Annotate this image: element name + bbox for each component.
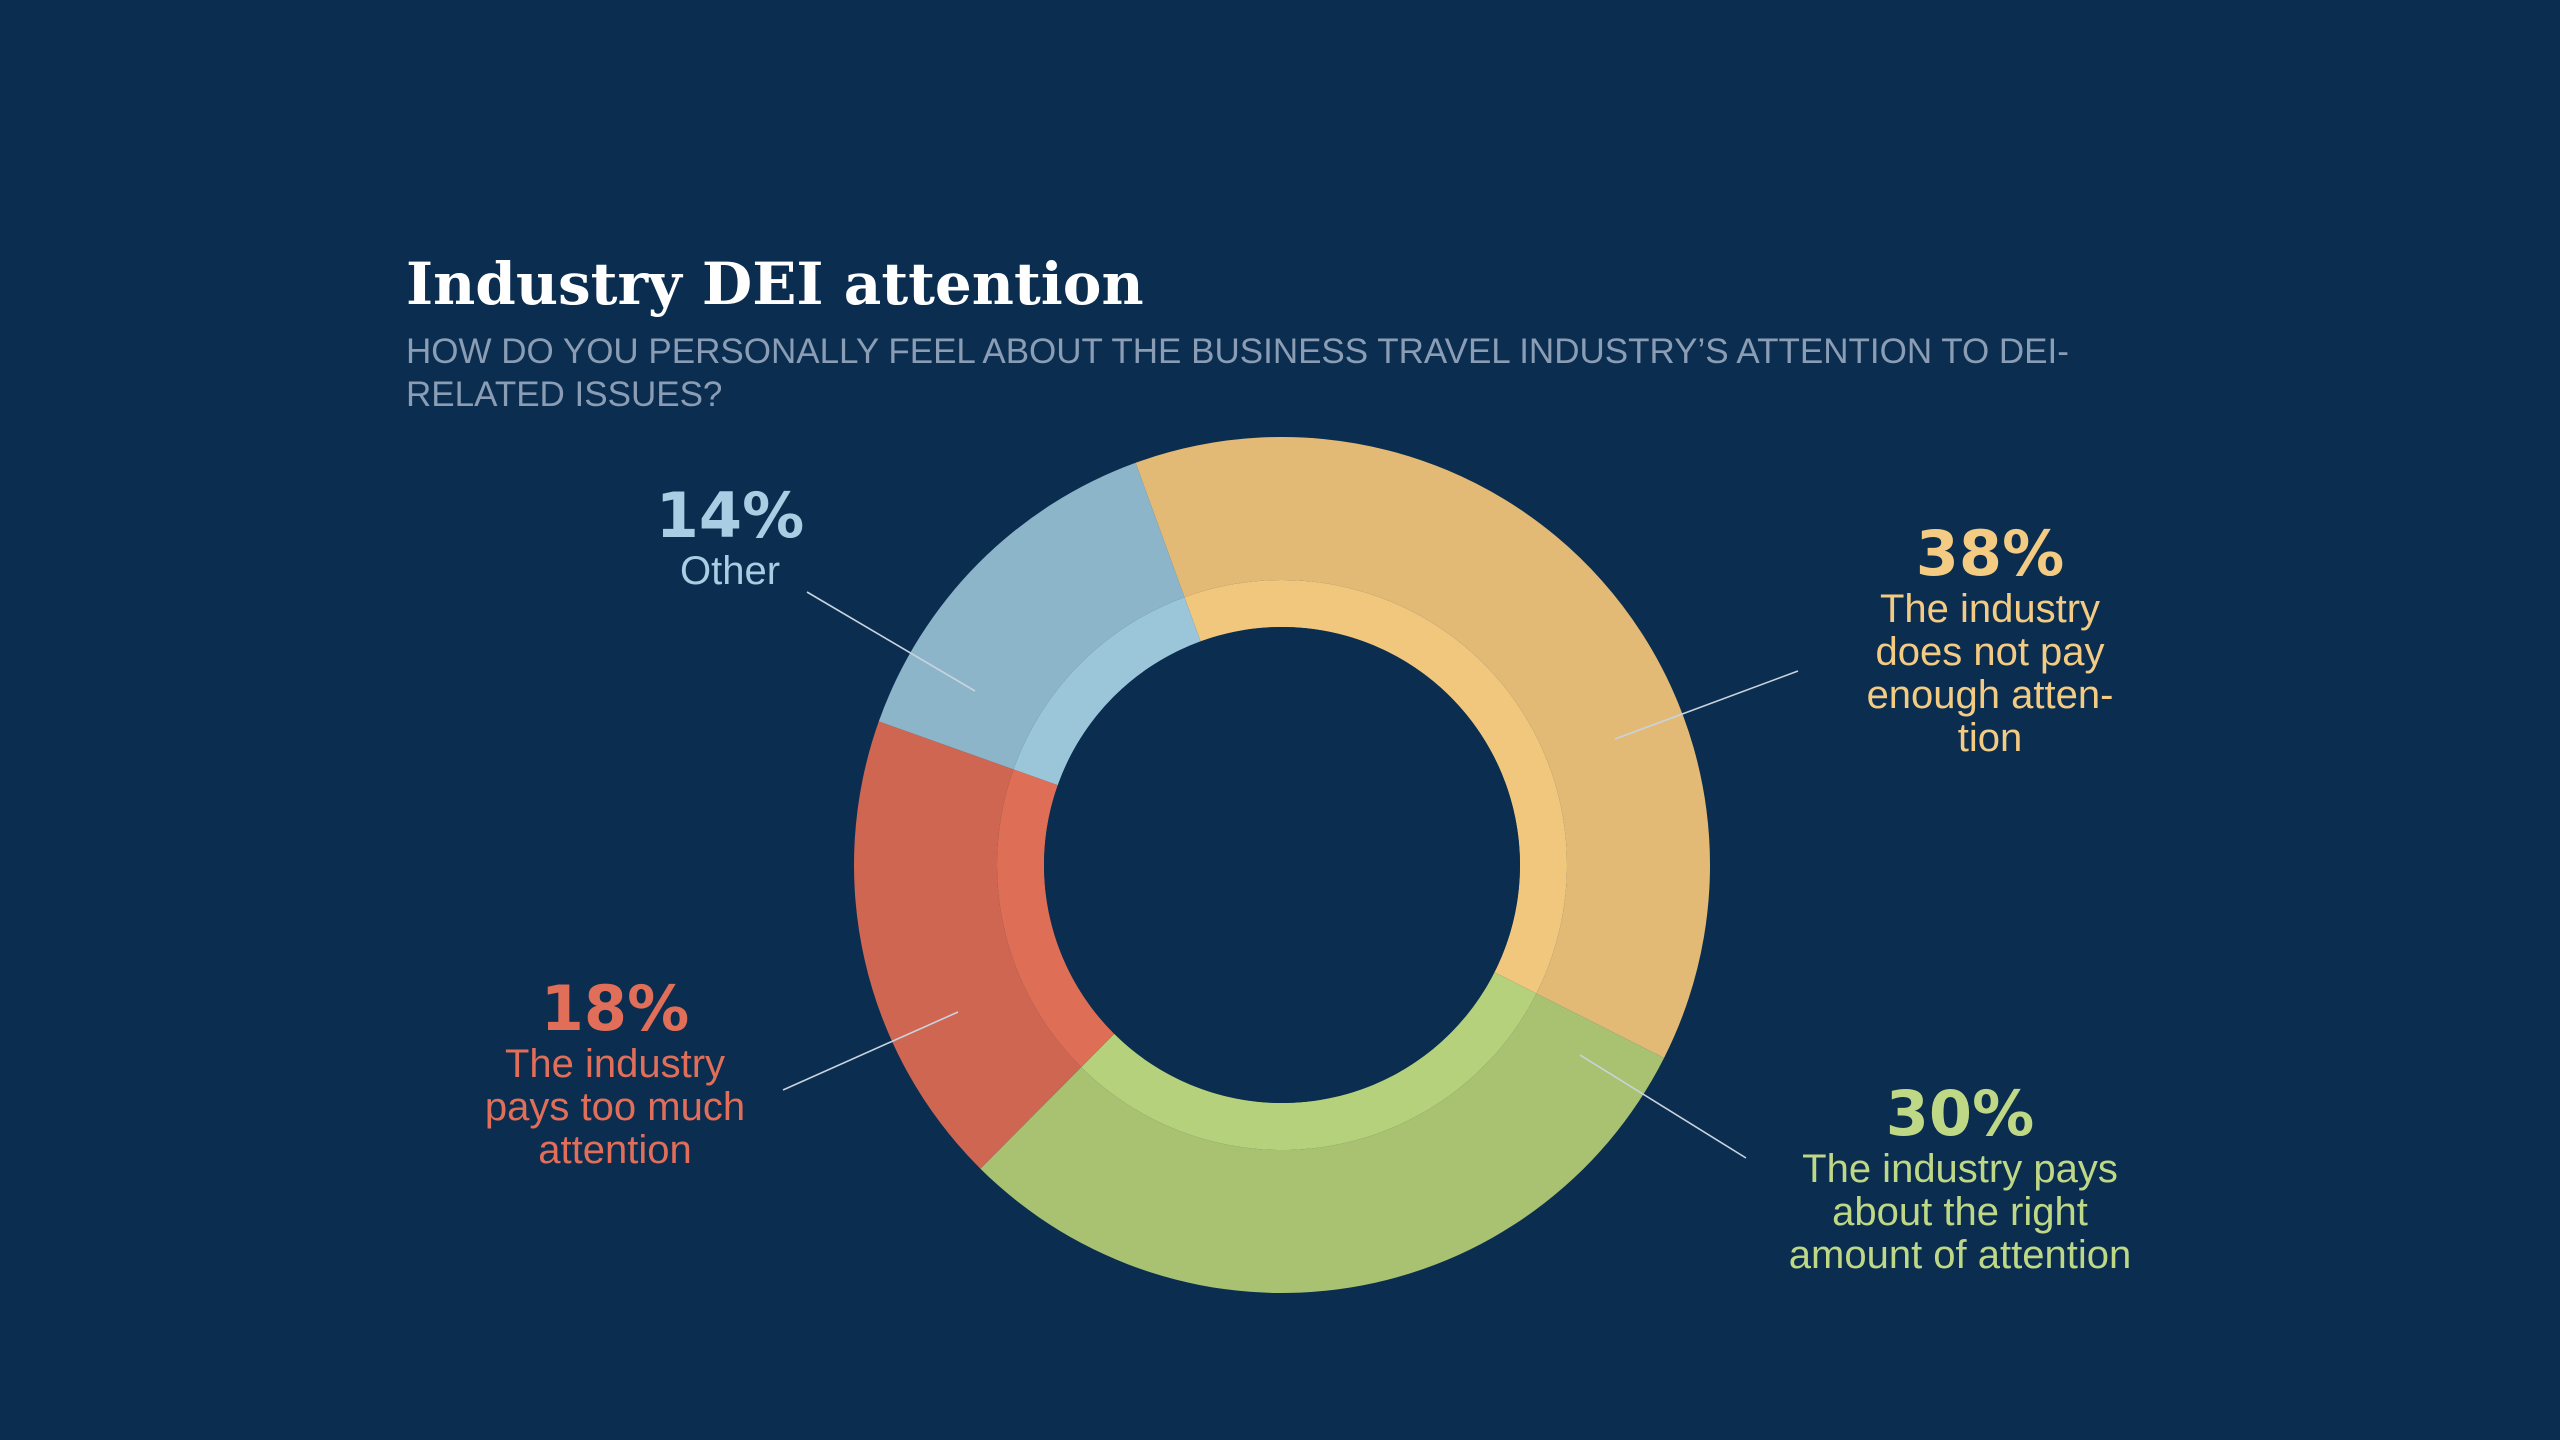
slice-too-much [854,721,1082,1169]
pct-label-other: 14% [655,479,805,552]
leader-line-not-enough [1614,670,1799,740]
text-label-other: Other [679,549,781,593]
chart-subtitle: HOW DO YOU PERSONALLY FEEL ABOUT THE BUS… [406,332,2069,414]
chart-title: Industry DEI attention [406,250,1144,318]
text-label-right-amount: The industry pays about the right amount… [1788,1147,2132,1277]
pct-label-right-amount: 30% [1885,1077,2035,1150]
slice-label-right-amount: 30% The industry pays about the right am… [1700,1080,2220,1277]
text-label-too-much: The industry pays too much attention [484,1042,746,1172]
donut-hole [1044,627,1520,1103]
slice-other [878,462,1185,770]
leader-line-too-much [782,1011,959,1091]
slice-right-amount [980,993,1665,1293]
slice-label-other: 14% Other [600,482,860,593]
leader-line-other [806,591,976,692]
pct-label-not-enough: 38% [1915,517,2065,590]
slice-not-enough [1135,436,1710,1058]
slice-inner-ring-not-enough [1184,580,1567,994]
slice-label-not-enough: 38% The industry does not pay enough att… [1800,520,2180,760]
slice-inner-ring-right-amount [1081,972,1537,1151]
slice-inner-ring-other [1013,597,1201,786]
slice-label-too-much: 18% The industry pays too much attention [440,975,790,1172]
text-label-not-enough: The industry does not pay enough atten- … [1866,587,2114,760]
pct-label-too-much: 18% [540,972,690,1045]
leader-line-right-amount [1579,1054,1747,1159]
slice-inner-ring-too-much [996,769,1115,1068]
